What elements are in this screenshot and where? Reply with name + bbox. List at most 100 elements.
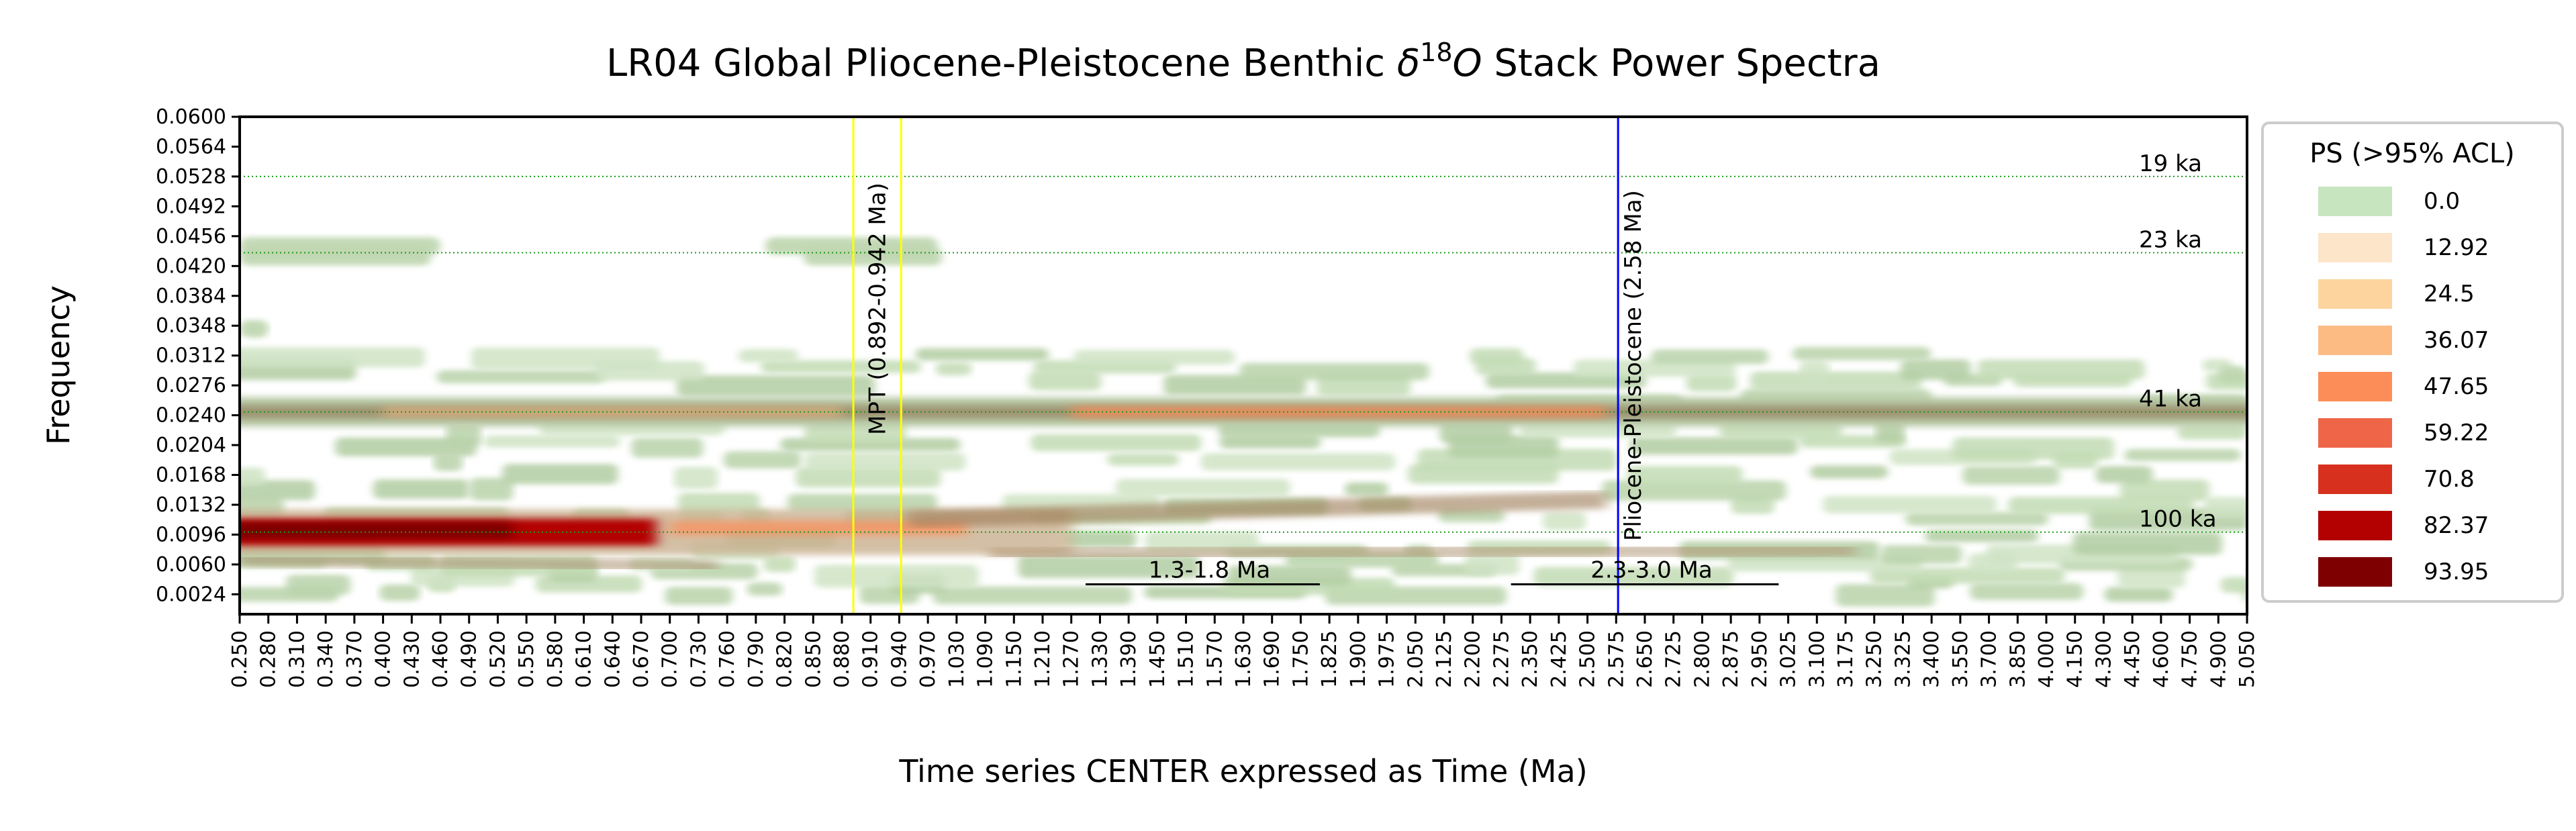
heatmap-cell: [1533, 567, 1733, 587]
x-tick-label: 1.330: [1088, 630, 1112, 688]
x-tick-label: 0.700: [659, 630, 682, 688]
x-tick-label: 1.510: [1175, 630, 1198, 688]
x-tick-label: 0.910: [859, 630, 883, 688]
legend-label: 12.92: [2424, 234, 2489, 261]
x-tick-label: 1.975: [1376, 630, 1399, 688]
heatmap-cell: [1962, 466, 2060, 485]
title-superscript: 18: [1420, 38, 1452, 67]
heatmap-cell: [935, 362, 972, 376]
x-tick-label: 1.900: [1347, 630, 1370, 688]
heatmap-cell: [1686, 374, 1737, 392]
y-tick-label: 0.0384: [156, 285, 226, 308]
reference-label: 100 ka: [2139, 506, 2217, 533]
legend-label: 93.95: [2424, 558, 2489, 585]
x-tick-label: 3.850: [2006, 630, 2030, 688]
heatmap-cell: [471, 347, 660, 370]
x-tick-label: 0.250: [228, 630, 252, 688]
heatmap-cell: [1727, 556, 1923, 572]
heatmap-cell: [1542, 511, 1586, 530]
legend-swatch: [2318, 233, 2392, 262]
heatmap-cell: [436, 370, 605, 384]
legend-frame: [2261, 121, 2564, 603]
heatmap-cell: [1116, 479, 1290, 496]
heatmap-cell: [1870, 567, 2065, 584]
x-tick-label: 0.640: [601, 630, 624, 688]
x-tick-label: 1.630: [1232, 630, 1255, 688]
x-tick-label: 0.820: [773, 630, 797, 688]
heatmap-cell: [2124, 448, 2241, 461]
heatmap-cell: [738, 349, 798, 362]
heatmap-cell: [2104, 587, 2173, 602]
x-tick-label: 0.730: [687, 630, 710, 688]
x-tick-label: 0.670: [630, 630, 653, 688]
x-tick-label: 4.750: [2179, 630, 2202, 688]
x-tick-label: 2.650: [1633, 630, 1657, 688]
heatmap-cell: [804, 452, 966, 471]
x-tick-label: 2.125: [1433, 630, 1456, 688]
heatmap-cell: [915, 348, 1049, 361]
heatmap-cell: [761, 360, 921, 373]
legend-swatch: [2318, 279, 2392, 309]
x-tick-label: 3.550: [1949, 630, 1972, 688]
band-secondary: [908, 491, 1607, 528]
heatmap-cell: [804, 248, 943, 266]
heatmap-cell: [2095, 466, 2153, 483]
legend-swatch: [2318, 372, 2392, 401]
reference-label: 23 ka: [2139, 227, 2202, 254]
x-tick-label: 3.325: [1891, 630, 1915, 688]
x-tick-label: 0.790: [745, 630, 768, 688]
x-tick-label: 1.450: [1146, 630, 1170, 688]
legend-swatch: [2318, 187, 2392, 216]
heatmap-cell: [724, 451, 802, 469]
x-tick-label: 1.030: [945, 630, 969, 688]
heatmap-cell: [433, 454, 463, 471]
x-tick-label: 1.570: [1203, 630, 1227, 688]
heatmap-cell: [483, 435, 620, 448]
x-tick-label: 2.950: [1748, 630, 1772, 688]
heatmap-cell: [240, 320, 269, 338]
title-suffix: Stack Power Spectra: [1482, 42, 1880, 85]
mpt-label: MPT (0.892-0.942 Ma): [865, 183, 892, 435]
heatmap-cell: [502, 464, 618, 485]
x-tick-label: 1.150: [1002, 630, 1026, 688]
x-tick-label: 2.800: [1690, 630, 1714, 688]
x-tick-label: 0.280: [257, 630, 281, 688]
heatmap-cell: [1731, 496, 1774, 514]
heatmap-cell: [631, 438, 704, 458]
y-axis: 0.0024 0.0060 0.0096 0.0132 0.0168 0.0204 0.02…: [156, 105, 240, 606]
interval-annotations: 1.3-1.8 Ma 2.3-3.0 Ma: [1086, 557, 1779, 586]
x-tick-label: 0.850: [802, 630, 825, 688]
heatmap-cell: [1602, 480, 1786, 501]
reference-label: 19 ka: [2139, 150, 2202, 177]
heatmap-cell: [2218, 365, 2247, 383]
y-tick-label: 0.0204: [156, 434, 226, 457]
legend-label: 47.65: [2424, 373, 2489, 400]
x-tick-label: 0.370: [343, 630, 367, 688]
x-tick-label: 2.500: [1576, 630, 1600, 688]
heatmap-cell: [1810, 465, 1889, 479]
x-tick-label: 3.100: [1805, 630, 1829, 688]
x-tick-label: 4.150: [2064, 630, 2087, 688]
x-tick-label: 0.760: [716, 630, 739, 688]
x-tick-label: 1.270: [1060, 630, 1084, 688]
legend-label: 59.22: [2424, 420, 2489, 446]
x-tick-label: 4.900: [2207, 630, 2230, 688]
reference-label: 41 ka: [2139, 386, 2202, 413]
heatmap-cell: [665, 587, 733, 605]
plio-pleistocene-label: Pliocene-Pleistocene (2.58 Ma): [1620, 190, 1647, 541]
heatmap-cell: [1227, 565, 1351, 586]
x-tick-label: 0.490: [458, 630, 481, 688]
legend-label: 82.37: [2424, 512, 2489, 539]
x-tick-label: 3.175: [1834, 630, 1858, 688]
x-tick-label: 2.725: [1662, 630, 1686, 688]
heatmap-cell: [2072, 532, 2222, 555]
heatmap-cell: [240, 347, 426, 368]
x-tick-label: 0.580: [544, 630, 567, 688]
heatmap-cell: [1519, 424, 1676, 438]
y-tick-label: 0.0168: [156, 464, 226, 487]
heatmap-cell: [1219, 435, 1321, 449]
legend-label: 0.0: [2424, 188, 2460, 215]
x-tick-label: 4.450: [2121, 630, 2144, 688]
x-axis-label: Time series CENTER expressed as Time (Ma…: [898, 753, 1587, 789]
heatmap-cell: [1627, 466, 1743, 485]
